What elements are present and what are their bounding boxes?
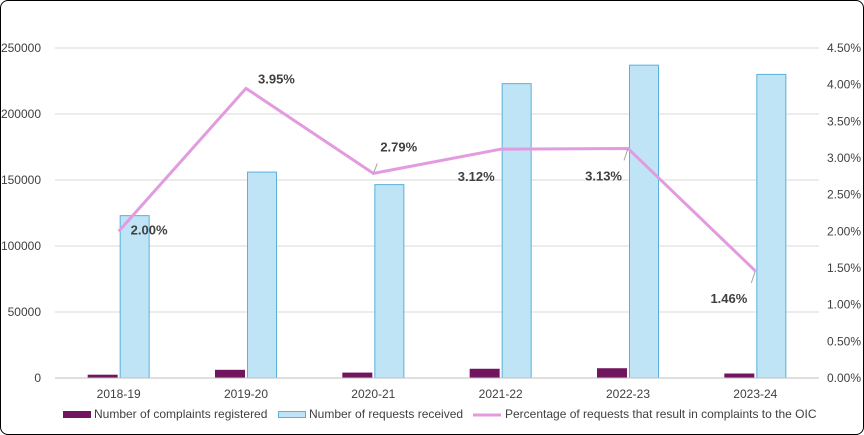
bar-requests-received [374, 184, 405, 379]
right-tick-label: 0.00% [827, 371, 861, 385]
left-axis-ticks: 0 50000 100000 150000 200000 250000 [1, 41, 41, 385]
left-tick-label: 250000 [1, 41, 41, 55]
x-axis: 2018-19 2019-20 2020-21 2021-22 2022-23 2023-… [55, 377, 819, 401]
bar-complaints-registered [342, 372, 373, 378]
bar-complaints-registered [87, 374, 118, 378]
x-tick-label: 2022-23 [606, 387, 650, 401]
left-tick-label: 50000 [8, 305, 42, 319]
right-tick-label: 4.50% [827, 41, 861, 55]
bar-complaints-registered [469, 368, 500, 378]
legend-swatch-complaints [63, 411, 91, 418]
x-tick-label: 2019-20 [224, 387, 268, 401]
right-axis-ticks: 0.00% 0.50% 1.00% 1.50% 2.00% 2.50% 3.00% 3.50%… [827, 41, 861, 385]
percentage-data-label: 2.79% [380, 139, 417, 154]
left-tick-label: 100000 [1, 239, 41, 253]
right-tick-label: 4.00% [827, 78, 861, 92]
bar-requests-received [501, 83, 532, 379]
percentage-line [117, 86, 757, 273]
percentage-data-label: 3.13% [585, 168, 622, 183]
percentage-data-label: 2.00% [131, 222, 168, 237]
bar-complaints-registered [215, 369, 245, 378]
percentage-data-label: 3.95% [258, 71, 295, 86]
right-tick-label: 3.50% [827, 114, 861, 128]
right-tick-label: 0.50% [827, 334, 861, 348]
x-tick-label: 2018-19 [97, 387, 141, 401]
bar-requests-received [119, 215, 150, 379]
bar-complaints-registered [597, 368, 627, 378]
legend-label-complaints: Number of complaints registered [94, 407, 267, 421]
data-label-leader [623, 148, 629, 161]
left-tick-label: 150000 [1, 173, 41, 187]
percentage-data-label: 1.46% [710, 291, 747, 306]
x-tick-label: 2023-24 [733, 387, 777, 401]
legend: Number of complaints registered Number of… [63, 407, 817, 421]
data-labels: 2.00% 3.95% 2.79% 3.12% 3.13% 1.46% [131, 71, 756, 306]
bar-complaints-registered [724, 373, 755, 378]
left-tick-label: 200000 [1, 107, 41, 121]
legend-label-percentage: Percentage of requests that result in co… [505, 407, 817, 421]
percentage-line-path [117, 86, 757, 273]
right-tick-label: 2.00% [827, 224, 861, 238]
data-label-leader [750, 270, 756, 284]
right-tick-label: 1.00% [827, 298, 861, 312]
right-tick-label: 2.50% [827, 188, 861, 202]
percentage-data-label: 3.12% [458, 169, 495, 184]
bars [87, 64, 787, 379]
x-tick-label: 2020-21 [351, 387, 395, 401]
data-label-leader [372, 163, 378, 174]
bar-requests-received [629, 64, 659, 379]
legend-swatch-requests [278, 411, 306, 418]
left-tick-label: 0 [34, 371, 41, 385]
legend-label-requests: Number of requests received [309, 407, 463, 421]
bar-requests-received [247, 171, 277, 379]
x-tick-label: 2021-22 [479, 387, 523, 401]
gridlines [55, 47, 819, 313]
bar-requests-received [756, 73, 787, 379]
right-tick-label: 3.00% [827, 151, 861, 165]
right-tick-label: 1.50% [827, 261, 861, 275]
